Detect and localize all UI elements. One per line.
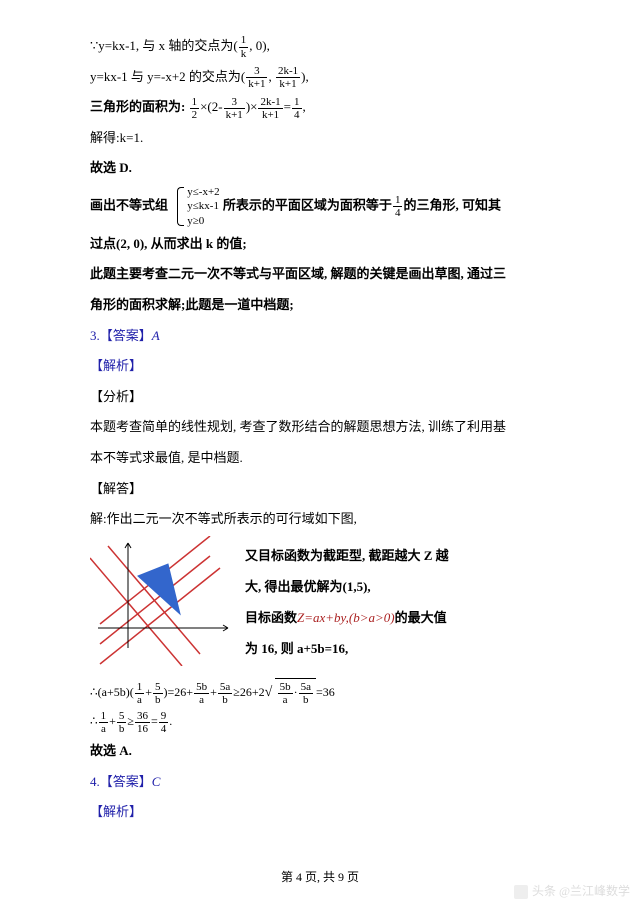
- answer-4: 4.【答案】C: [90, 768, 550, 797]
- feasible-region-graph: [90, 536, 235, 677]
- equation-1: ∴(a+5b)(1a+5b)=26+5ba+5ab≥26+25ba·5ab=36: [90, 678, 550, 706]
- text-line: 解:作出二元一次不等式所表示的可行域如下图,: [90, 505, 550, 534]
- headline-icon: [514, 885, 528, 899]
- text-line: 解得:k=1.: [90, 124, 550, 153]
- text-line: y=kx-1 与 y=-x+2 的交点为(3k+1, 2k-1k+1),: [90, 63, 550, 92]
- jiexi-label: 【解析】: [90, 352, 550, 381]
- answer-3: 3.【答案】A: [90, 322, 550, 351]
- jieda-label: 【解答】: [90, 475, 550, 504]
- jiexi-label: 【解析】: [90, 798, 550, 827]
- text-line: 过点(2, 0), 从而求出 k 的值;: [90, 230, 550, 259]
- equation-2: ∴1a+5b≥3616=94.: [90, 708, 550, 735]
- watermark: 头条 @兰江峰数学: [514, 882, 630, 899]
- text-line: 故选 D.: [90, 154, 550, 183]
- text-line: 画出不等式组 y≤-x+2y≤kx-1y≥0 所表示的平面区域为面积等于14的三…: [90, 185, 550, 228]
- text-line: 故选 A.: [90, 737, 550, 766]
- text-line: 三角形的面积为: 12×(2-3k+1)×2k-1k+1=14,: [90, 93, 550, 122]
- fenxi-label: 【分析】: [90, 383, 550, 412]
- wrap-text: 又目标函数为截距型, 截距越大 Z 越 大, 得出最优解为(1,5), 目标函数…: [245, 536, 550, 665]
- text-line: 本题考查简单的线性规划, 考查了数形结合的解题思想方法, 训练了利用基: [90, 413, 550, 442]
- text-line: 本不等式求最值, 是中档题.: [90, 444, 550, 473]
- text-line: 此题主要考查二元一次不等式与平面区域, 解题的关键是画出草图, 通过三: [90, 260, 550, 289]
- text-line: ∵y=kx-1, 与 x 轴的交点为(1k, 0),: [90, 32, 550, 61]
- text-line: 角形的面积求解;此题是一道中档题;: [90, 291, 550, 320]
